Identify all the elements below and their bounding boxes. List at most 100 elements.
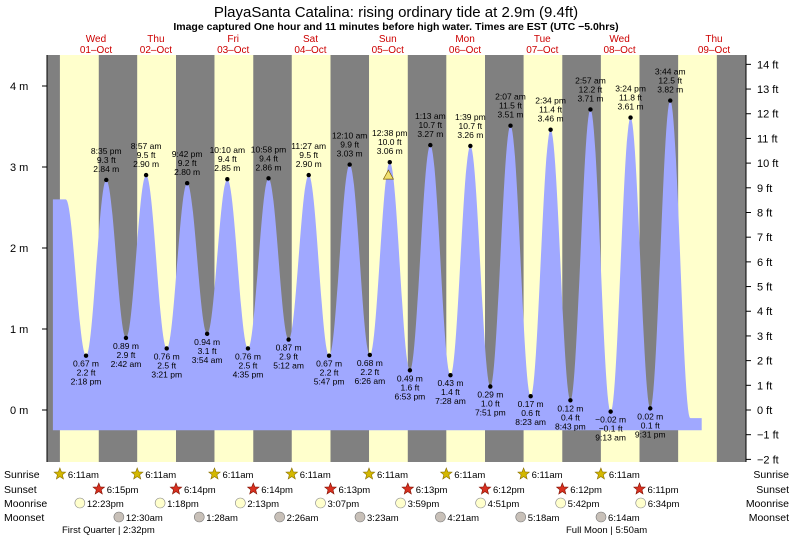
high-tide-feet: 9.3 ft (97, 155, 117, 165)
low-tide-time: 4:35 pm (233, 369, 264, 379)
tide-extreme-point (266, 176, 271, 181)
low-tide-time: 3:21 pm (151, 369, 182, 379)
tide-extreme-point (225, 176, 230, 182)
right-tick-label: 12 ft (757, 109, 778, 121)
sunrise-time: 6:11am (145, 470, 176, 481)
sunset-star-icon (92, 482, 106, 495)
low-tide-feet: 2.5 ft (238, 360, 258, 370)
sunset-star-icon (169, 482, 183, 495)
sunrise-star-icon (285, 467, 299, 480)
tide-extremes: 0.67 m2.2 ft2:18 pm8:35 pm9.3 ft2.84 m0.… (71, 67, 686, 443)
right-tick-label: 0 ft (757, 405, 772, 417)
moonrise-time: 6:34pm (648, 499, 680, 510)
day-date-label: 01–Oct (80, 45, 112, 56)
sunset-time: 6:14pm (184, 485, 216, 496)
high-tide-feet: 9.5 ft (299, 150, 319, 160)
tide-extreme-point (428, 142, 433, 148)
low-tide-metres: 0.87 m (276, 343, 302, 353)
moonset-icon (354, 511, 366, 523)
sunset-star-icon (555, 482, 569, 495)
moonset-time: 3:23am (367, 513, 399, 524)
low-tide-metres: 0.67 m (316, 359, 342, 369)
high-tide-feet: 12.5 ft (658, 76, 682, 86)
day-date-label: 04–Oct (294, 45, 326, 56)
high-tide-feet: 9.9 ft (340, 140, 360, 150)
tide-area-path (52, 100, 702, 431)
moonset-icon (113, 511, 125, 523)
low-tide-metres: 0.76 m (154, 351, 180, 361)
low-tide-metres: 0.17 m (518, 399, 544, 409)
right-tick-label: −2 ft (757, 454, 779, 466)
high-tide-time: 3:44 am (655, 67, 686, 77)
sunrise-time: 6:11am (222, 470, 253, 481)
high-tide-feet: 9.4 ft (259, 153, 279, 163)
sunrise-star-icon (594, 467, 608, 480)
moonrise-time: 5:42pm (568, 499, 600, 510)
low-tide-time: 8:43 pm (555, 421, 586, 431)
sunrise-star-icon (208, 467, 221, 480)
moonset-time: 4:21am (447, 513, 479, 524)
sunrise-star-icon (130, 467, 144, 480)
tide-extreme-point (488, 384, 493, 389)
low-tide-time: 5:12 am (273, 361, 304, 371)
low-tide-time: 9:13 am (595, 433, 626, 443)
low-tide-feet: 0.6 ft (521, 408, 541, 418)
day-name-label: Thu (705, 34, 722, 45)
tide-extreme-point (648, 406, 653, 411)
tide-extreme-point (568, 398, 573, 403)
low-tide-metres: 0.68 m (357, 358, 383, 368)
high-tide-time: 1:39 pm (455, 112, 486, 122)
right-tick-label: 8 ft (757, 207, 772, 219)
sunset-star-icon (633, 482, 646, 495)
moonset-icon (515, 511, 527, 523)
tide-extreme-point (608, 409, 613, 414)
sunset-star-icon (324, 482, 337, 495)
day-labels: Wed01–OctThu02–OctFri03–OctSat04–OctSun0… (80, 34, 730, 56)
axes: 0 m 1 m 2 m 3 m 4 m −2 ft −1 ft 0 ft 1 ft 2 ft 3 f… (10, 55, 779, 466)
right-tick-label: 7 ft (757, 232, 772, 244)
tide-extreme-point (628, 115, 633, 120)
moonset-time: 12:30am (126, 513, 163, 524)
tide-extreme-point (143, 172, 149, 178)
high-tide-feet: 9.5 ft (137, 150, 157, 160)
sunset-star-icon (246, 482, 260, 495)
moonrise-time: 3:59pm (408, 499, 440, 510)
high-tide-time: 1:13 am (415, 111, 446, 121)
low-tide-metres: 0.43 m (437, 378, 463, 388)
right-tick-label: 3 ft (757, 331, 772, 343)
low-tide-feet: 1.4 ft (441, 387, 461, 397)
sunset-time: 6:13pm (416, 485, 448, 496)
day-name-label: Mon (455, 34, 474, 45)
tide-extreme-point (184, 181, 190, 186)
high-tide-feet: 9.2 ft (178, 158, 198, 168)
low-tide-metres: 0.76 m (235, 351, 261, 361)
low-tide-feet: 3.1 ft (198, 346, 218, 356)
high-tide-metres: 2.85 m (214, 163, 240, 173)
high-tide-feet: 12.2 ft (579, 84, 603, 94)
tide-extreme-point (448, 372, 453, 378)
high-tide-feet: 11.8 ft (619, 93, 643, 103)
left-tick-label: 1 m (10, 324, 28, 336)
day-name-label: Wed (609, 34, 629, 45)
row-label-left: Moonset (4, 512, 44, 524)
left-tick-label: 0 m (10, 405, 28, 417)
sun-moon-table: Sunrise Sunrise Sunset Sunset Moonrise Moonri… (4, 467, 789, 536)
high-tide-time: 9:42 pm (172, 149, 203, 159)
high-tide-time: 12:38 pm (372, 128, 407, 138)
low-tide-feet: 1.0 ft (481, 399, 501, 409)
tide-extreme-point (204, 331, 210, 337)
row-label-right: Moonrise (746, 498, 789, 510)
low-tide-metres: 0.02 m (637, 411, 663, 421)
sunrise-time: 6:11am (609, 470, 640, 481)
low-tide-metres: 0.29 m (477, 390, 503, 400)
low-tide-metres: 0.67 m (73, 359, 99, 369)
low-tide-feet: 2.5 ft (157, 360, 177, 370)
row-label-left: Sunset (4, 484, 37, 496)
low-tide-time: 7:28 am (435, 396, 466, 406)
tide-extreme-point (104, 177, 109, 183)
high-tide-metres: 3.61 m (618, 102, 644, 112)
day-date-label: 02–Oct (140, 45, 172, 56)
moonrise-time: 12:23pm (87, 499, 124, 510)
low-tide-metres: 0.12 m (557, 403, 583, 413)
